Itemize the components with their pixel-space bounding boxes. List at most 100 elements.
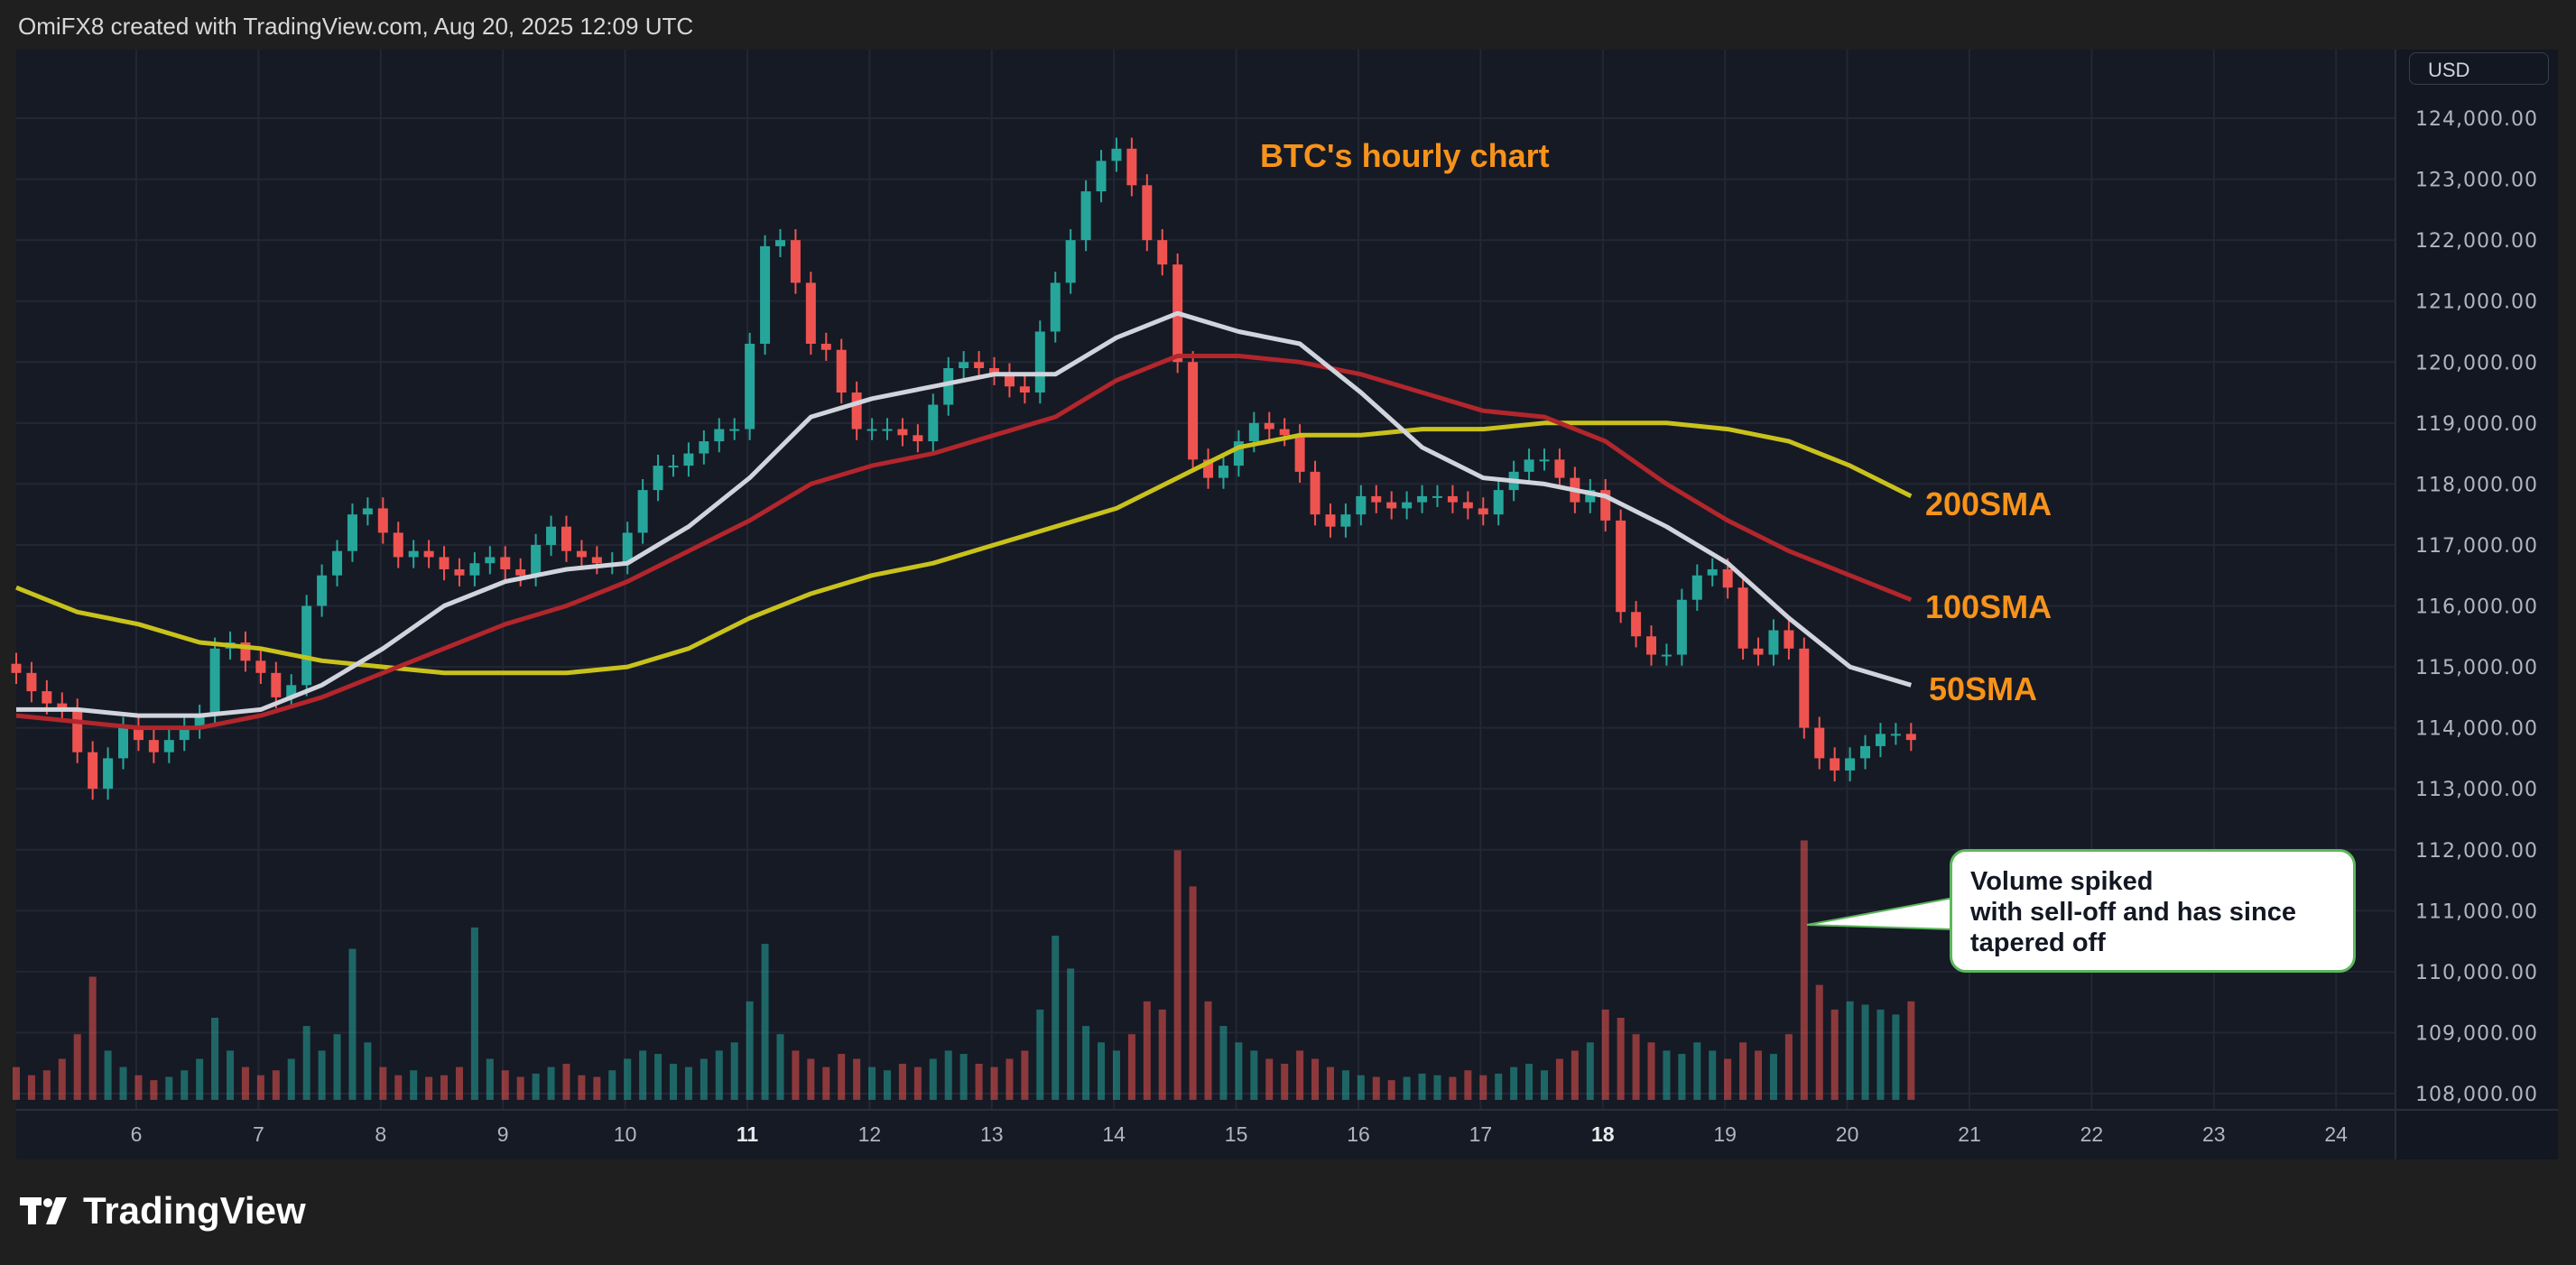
price-axis-background[interactable] <box>2395 50 2558 1159</box>
date-tick-label: 11 <box>737 1122 759 1146</box>
volume-bar <box>700 1058 708 1100</box>
volume-bar <box>302 1026 310 1100</box>
candle-body <box>820 343 831 350</box>
tradingview-logo[interactable]: TradingView <box>20 1189 306 1233</box>
candle-body <box>974 362 985 369</box>
volume-bar <box>1112 1050 1120 1100</box>
volume-bar <box>1784 1034 1793 1100</box>
candle-body <box>959 362 969 369</box>
volume-bar <box>746 1001 754 1100</box>
volume-bar <box>1173 850 1181 1100</box>
candle-body <box>683 453 694 466</box>
candle-body <box>163 740 174 753</box>
volume-bar <box>1158 1009 1166 1100</box>
date-tick-label: 21 <box>1958 1122 1981 1146</box>
volume-bar <box>27 1075 35 1100</box>
candle-body <box>805 282 816 344</box>
date-tick-label: 13 <box>980 1122 1004 1146</box>
volume-bar <box>1755 1050 1763 1100</box>
volume-bar <box>684 1066 692 1100</box>
date-tick-label: 19 <box>1713 1122 1737 1146</box>
candle-body <box>209 648 220 716</box>
price-tick-label: 121,000.00 <box>2415 291 2538 314</box>
candle-body <box>1462 502 1473 509</box>
volume-bar <box>1663 1050 1671 1100</box>
candle-body <box>714 429 725 442</box>
volume-bar <box>1555 1058 1563 1100</box>
price-tick-label: 110,000.00 <box>2415 962 2538 984</box>
volume-bar <box>807 1058 815 1100</box>
volume-bar <box>578 1075 586 1100</box>
candle-body <box>1248 422 1259 442</box>
candle-body <box>928 404 939 442</box>
volume-bar <box>455 1066 463 1100</box>
candle-body <box>1019 386 1030 393</box>
volume-bar <box>822 1066 830 1100</box>
volume-bar <box>1265 1058 1274 1100</box>
candle-body <box>851 392 862 429</box>
volume-bar <box>1586 1042 1594 1100</box>
date-tick-label: 14 <box>1102 1122 1126 1146</box>
volume-bar <box>1525 1063 1534 1100</box>
price-tick-label: 120,000.00 <box>2415 352 2538 374</box>
candle-body <box>362 508 373 515</box>
volume-bar <box>1769 1054 1777 1100</box>
volume-bar <box>715 1050 723 1100</box>
candle-body <box>760 245 771 344</box>
volume-bar <box>1449 1076 1457 1100</box>
volume-bar <box>394 1075 403 1100</box>
candle-body <box>943 368 954 405</box>
volume-bar <box>959 1054 968 1100</box>
date-tick-label: 15 <box>1225 1122 1248 1146</box>
volume-bar <box>1876 1009 1885 1100</box>
candle-body <box>1233 441 1244 466</box>
candle-body <box>240 642 251 661</box>
volume-bar <box>1067 968 1075 1100</box>
volume-bar <box>1082 1026 1090 1100</box>
volume-bar <box>929 1058 937 1100</box>
volume-bar <box>898 1063 906 1100</box>
candle-body <box>1554 459 1565 478</box>
volume-bar <box>1418 1073 1426 1100</box>
volume-bar <box>1219 1026 1228 1100</box>
candle-body <box>1493 490 1504 515</box>
volume-bar <box>104 1050 112 1100</box>
candle-body <box>1432 495 1442 498</box>
currency-button[interactable]: USD <box>2409 52 2549 85</box>
volume-bar <box>1341 1070 1349 1100</box>
volume-bar <box>440 1075 449 1100</box>
volume-bar <box>287 1058 295 1100</box>
volume-bar <box>1892 1014 1900 1100</box>
date-tick-label: 8 <box>375 1122 386 1146</box>
sma200-label: 200SMA <box>1925 485 2052 522</box>
sma50-label: 50SMA <box>1929 670 2038 707</box>
volume-bar <box>654 1054 663 1100</box>
candle-body <box>1080 191 1091 241</box>
candle-body <box>347 514 357 551</box>
candle-body <box>637 490 648 533</box>
candle-body <box>103 758 114 789</box>
candle-body <box>332 550 343 576</box>
candle-body <box>989 368 1000 374</box>
date-tick-label: 20 <box>1836 1122 1859 1146</box>
candle-body <box>1890 734 1901 736</box>
candle-body <box>699 441 709 454</box>
candle-body <box>88 752 98 789</box>
volume-bar <box>1235 1042 1243 1100</box>
date-tick-label: 24 <box>2324 1122 2348 1146</box>
candle-body <box>1707 568 1718 576</box>
price-tick-label: 124,000.00 <box>2415 108 2538 131</box>
volume-bar <box>211 1018 219 1100</box>
sma-line-200sma <box>15 420 1913 676</box>
candle-body <box>454 568 465 576</box>
candle-body <box>1111 148 1122 162</box>
volume-bar <box>853 1058 861 1100</box>
candle-body <box>148 740 159 753</box>
volume-callout: Volume spiked with sell-off and has sinc… <box>1950 849 2356 973</box>
candle-body <box>775 240 785 246</box>
volume-bar <box>165 1076 173 1100</box>
candle-body <box>1004 374 1015 387</box>
candle-body <box>1447 495 1458 503</box>
volume-bar <box>134 1075 143 1100</box>
